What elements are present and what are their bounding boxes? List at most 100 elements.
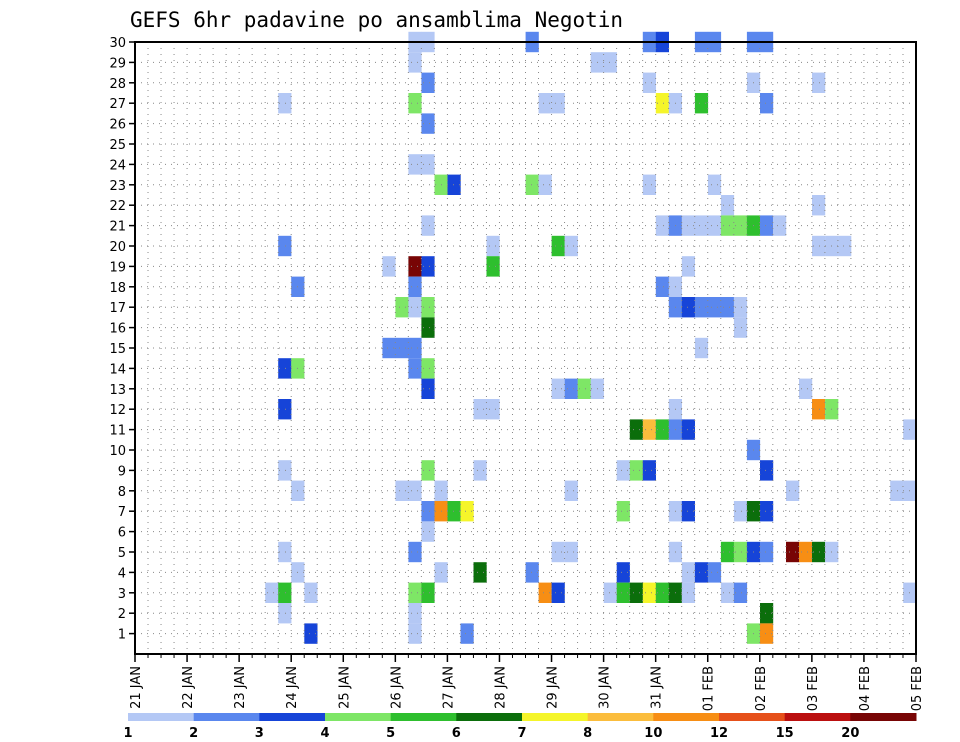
heatmap-cell bbox=[694, 562, 709, 583]
heatmap-cell bbox=[838, 235, 852, 257]
heatmap-cell bbox=[629, 460, 643, 481]
heatmap-cell bbox=[564, 235, 578, 257]
y-tick-label: 30 bbox=[109, 36, 126, 51]
heatmap-cell bbox=[799, 378, 813, 399]
colorbar-label: 10 bbox=[644, 726, 662, 741]
colorbar-label: 8 bbox=[583, 726, 592, 741]
y-tick-label: 5 bbox=[118, 546, 126, 561]
heatmap-cell bbox=[421, 358, 435, 379]
heatmap-cell bbox=[812, 399, 826, 420]
y-tick-label: 24 bbox=[109, 158, 126, 173]
heatmap-cell bbox=[655, 215, 669, 236]
heatmap-cell bbox=[616, 501, 630, 522]
heatmap-cell bbox=[707, 297, 722, 318]
heatmap-cell bbox=[278, 603, 292, 624]
heatmap-cell bbox=[707, 174, 722, 195]
heatmap-cell bbox=[720, 297, 735, 318]
heatmap-cell bbox=[408, 541, 422, 563]
heatmap-cell bbox=[473, 399, 487, 420]
y-tick-label: 29 bbox=[109, 56, 126, 71]
colorbar-swatch bbox=[653, 713, 720, 721]
y-tick-label: 17 bbox=[109, 301, 126, 316]
heatmap-cell bbox=[408, 256, 422, 277]
y-tick-label: 3 bbox=[118, 587, 126, 602]
y-tick-label: 26 bbox=[109, 118, 126, 133]
x-tick-label: 30 JAN bbox=[598, 666, 613, 709]
heatmap-cell bbox=[421, 521, 435, 542]
colorbar-swatch bbox=[193, 713, 260, 721]
x-tick-label: 26 JAN bbox=[389, 666, 404, 709]
y-tick-label: 16 bbox=[109, 322, 126, 337]
y-tick-label: 10 bbox=[109, 444, 126, 459]
heatmap-cell bbox=[421, 582, 435, 603]
heatmap-cell bbox=[551, 541, 565, 563]
heatmap-cell bbox=[564, 541, 578, 563]
heatmap-cell bbox=[304, 582, 318, 603]
heatmap-cell bbox=[694, 297, 709, 318]
colorbar-label: 20 bbox=[841, 726, 859, 741]
heatmap-cell bbox=[382, 256, 396, 277]
heatmap-cell bbox=[447, 174, 461, 195]
heatmap-cell bbox=[629, 419, 643, 440]
colorbar-label: 7 bbox=[517, 726, 526, 741]
heatmap-cell bbox=[890, 480, 904, 501]
heatmap-cell bbox=[733, 297, 748, 318]
heatmap-cell bbox=[616, 460, 630, 481]
colorbar-label: 6 bbox=[452, 726, 461, 741]
heatmap-cell bbox=[760, 93, 774, 114]
heatmap-cell bbox=[447, 501, 461, 522]
heatmap-cell bbox=[421, 460, 435, 481]
heatmap-cell bbox=[694, 93, 709, 114]
heatmap-cell bbox=[421, 378, 435, 399]
heatmap-cell bbox=[278, 399, 292, 420]
heatmap-cell bbox=[421, 297, 435, 318]
colorbar-label: 2 bbox=[189, 726, 198, 741]
y-tick-label: 23 bbox=[109, 179, 126, 194]
y-tick-label: 19 bbox=[109, 260, 126, 275]
heatmap-cell bbox=[421, 113, 435, 134]
heatmap-cell bbox=[278, 460, 292, 481]
heatmap-cell bbox=[642, 582, 656, 603]
heatmap-cell bbox=[720, 582, 735, 603]
x-tick-label: 29 JAN bbox=[546, 666, 561, 709]
colorbar: 1 2 3 4 5 6 7 8 10 12 15 20 bbox=[123, 713, 917, 741]
heatmap-cell bbox=[278, 93, 292, 114]
heatmap-cell bbox=[681, 256, 695, 277]
heatmap-cell bbox=[408, 297, 422, 318]
heatmap-cell bbox=[421, 501, 435, 522]
heatmap-cell bbox=[421, 72, 435, 93]
heatmap-cell bbox=[760, 501, 774, 522]
heatmap-cell bbox=[812, 195, 826, 216]
x-tick-label: 24 JAN bbox=[285, 666, 300, 709]
colorbar-label: 15 bbox=[776, 726, 794, 741]
heatmap-cell bbox=[603, 582, 617, 603]
heatmap-cell bbox=[642, 72, 656, 93]
heatmap-cell bbox=[760, 623, 774, 644]
heatmap-cell bbox=[460, 623, 474, 644]
colorbar-label: 5 bbox=[386, 726, 395, 741]
heatmap-cell bbox=[408, 276, 422, 297]
heatmap-cell bbox=[681, 215, 695, 236]
y-tick-label: 6 bbox=[118, 526, 126, 541]
y-tick-label: 15 bbox=[109, 342, 126, 357]
colorbar-swatch bbox=[719, 713, 786, 721]
heatmap-cell bbox=[629, 582, 643, 603]
heatmap-cell bbox=[538, 174, 552, 195]
heatmap-cell bbox=[707, 562, 722, 583]
heatmap-cell bbox=[395, 337, 409, 359]
y-tick-label: 13 bbox=[109, 383, 126, 398]
heatmap-cell bbox=[278, 358, 292, 379]
colorbar-label: 12 bbox=[710, 726, 728, 741]
heatmap-cell bbox=[720, 195, 735, 216]
heatmap-cell bbox=[694, 337, 709, 359]
heatmap-cell bbox=[551, 93, 565, 114]
x-tick-label: 22 JAN bbox=[181, 666, 196, 709]
heatmap-cell bbox=[525, 562, 539, 583]
x-tick-label: 31 JAN bbox=[650, 666, 665, 709]
x-tick-label: 23 JAN bbox=[233, 666, 248, 709]
y-tick-label: 20 bbox=[109, 240, 126, 255]
heatmap-cell bbox=[681, 419, 695, 440]
heatmap-cell bbox=[655, 419, 669, 440]
heatmap-cell bbox=[421, 317, 435, 338]
heatmap-cell bbox=[786, 541, 800, 563]
